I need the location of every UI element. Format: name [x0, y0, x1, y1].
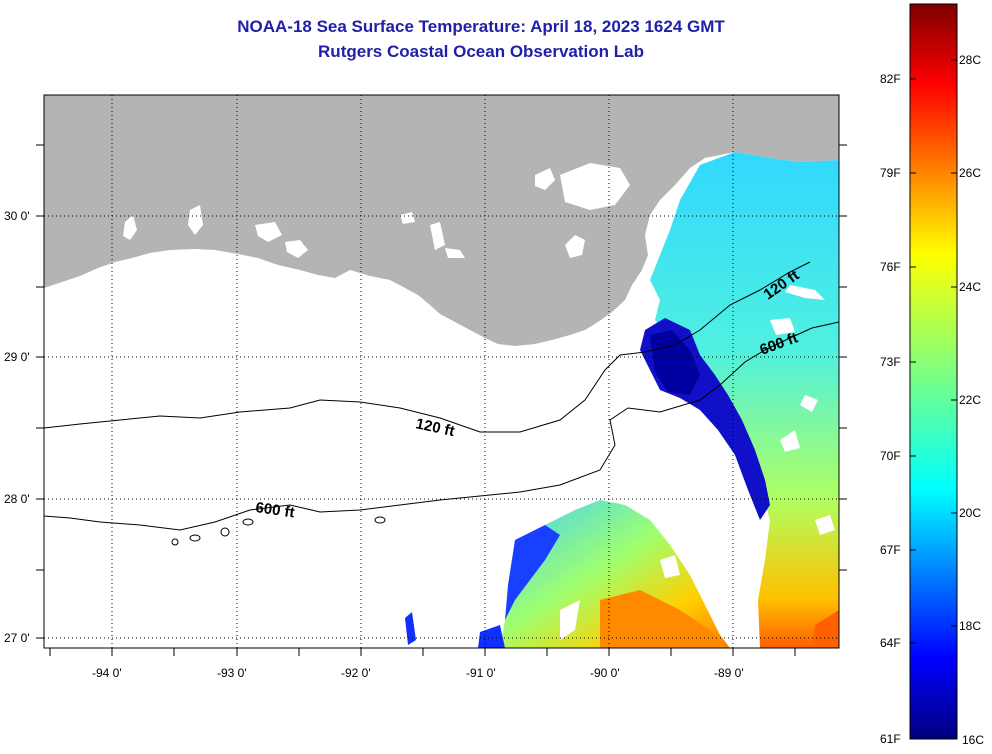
colorbar-c-label: 26C: [959, 166, 982, 180]
y-tick-label: 29 0': [4, 350, 30, 364]
colorbar: [909, 3, 958, 740]
colorbar-f-label: 73F: [880, 355, 901, 369]
x-tick-label: -92 0': [341, 666, 371, 680]
colorbar-f-label: 82F: [880, 72, 901, 86]
colorbar-f-label: 79F: [880, 166, 901, 180]
contour-label-600-left: 600 ft: [254, 499, 295, 521]
x-tick-label: -94 0': [92, 666, 122, 680]
colorbar-f-label: 76F: [880, 260, 901, 274]
colorbar-c-label: 22C: [959, 393, 982, 407]
colorbar-c-label: 24C: [959, 280, 982, 294]
colorbar-ticks: [910, 59, 957, 644]
x-tick-label: -90 0': [590, 666, 620, 680]
x-tick-label: -89 0': [714, 666, 744, 680]
y-tick-label: 30 0': [4, 209, 30, 223]
x-tick-label: -91 0': [466, 666, 496, 680]
x-tick-label: -93 0': [217, 666, 247, 680]
colorbar-f-label: 64F: [880, 636, 901, 650]
y-tick-label: 28 0': [4, 492, 30, 506]
y-tick-label: 27 0': [4, 631, 30, 645]
colorbar-c-label: 16C: [962, 733, 985, 747]
sst-east-patch: [650, 152, 839, 648]
map-subtitle: Rutgers Coastal Ocean Observation Lab: [318, 42, 644, 61]
land-mass: [44, 95, 839, 346]
colorbar-f-label: 70F: [880, 449, 901, 463]
contour-120ft: [43, 261, 811, 433]
contour-600ft: [43, 321, 840, 531]
colorbar-f-label: 61F: [880, 732, 901, 746]
map-frame: [43, 94, 840, 649]
grid-lines: [44, 95, 839, 648]
colorbar-c-label: 28C: [959, 53, 982, 67]
colorbar-c-label: 18C: [959, 619, 982, 633]
colorbar-f-label: 67F: [880, 543, 901, 557]
tick-marks: [36, 144, 847, 656]
colorbar-c-label: 20C: [959, 506, 982, 520]
map-title: NOAA-18 Sea Surface Temperature: April 1…: [237, 17, 725, 36]
